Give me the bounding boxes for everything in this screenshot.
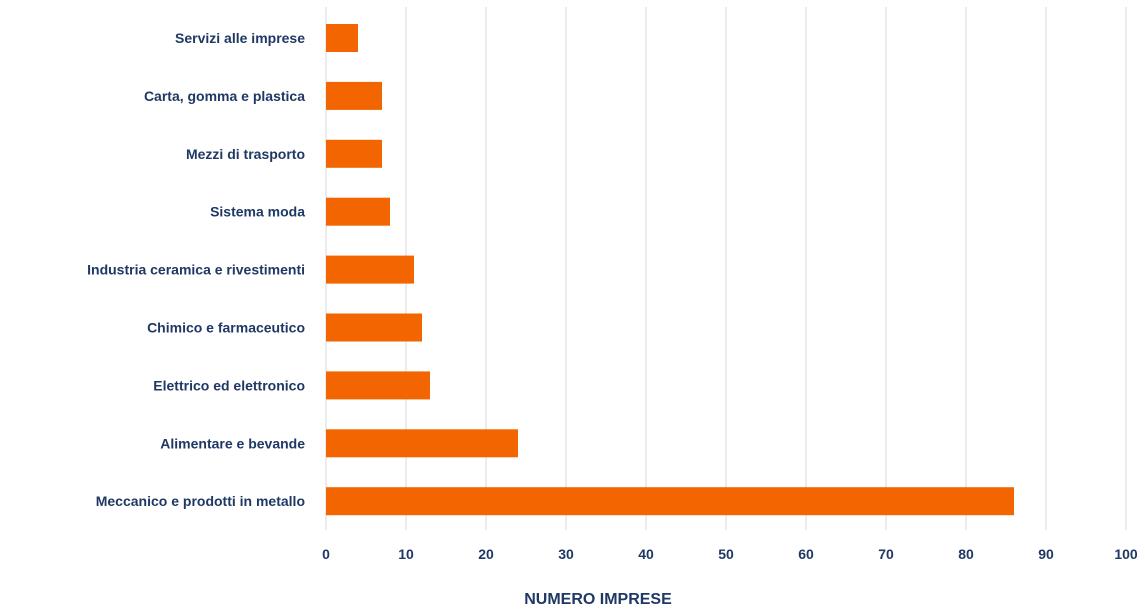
bar: [326, 313, 422, 342]
category-label: Meccanico e prodotti in metallo: [96, 493, 305, 509]
bar: [326, 371, 430, 400]
category-labels: Servizi alle imprese Carta, gomma e plast…: [87, 30, 305, 509]
bar: [326, 429, 518, 458]
category-label: Elettrico ed elettronico: [153, 377, 305, 393]
x-tick-label: 50: [718, 546, 734, 562]
bar: [326, 24, 358, 52]
bar: [326, 81, 382, 110]
x-tick-label: 0: [322, 546, 330, 562]
x-tick-labels: 0 10 20 30 40 50 60 70 80 90 100: [322, 546, 1138, 562]
x-tick-label: 90: [1038, 546, 1054, 562]
bar: [326, 139, 382, 168]
category-label: Carta, gomma e plastica: [144, 88, 305, 104]
category-label: Chimico e farmaceutico: [147, 320, 305, 336]
x-tick-label: 40: [638, 546, 654, 562]
x-tick-label: 20: [478, 546, 494, 562]
x-tick-label: 80: [958, 546, 974, 562]
x-tick-label: 70: [878, 546, 894, 562]
x-tick-label: 10: [398, 546, 414, 562]
bar: [326, 487, 1014, 516]
x-axis-title: NUMERO IMPRESE: [524, 591, 672, 608]
category-label: Mezzi di trasporto: [186, 146, 305, 162]
category-label: Industria ceramica e rivestimenti: [87, 262, 305, 278]
x-tick-label: 30: [558, 546, 574, 562]
category-label: Alimentare e bevande: [160, 435, 305, 451]
bar: [326, 197, 390, 226]
bar: [326, 255, 414, 284]
category-label: Servizi alle imprese: [175, 30, 305, 46]
bars: [326, 24, 1014, 516]
x-tick-label: 100: [1114, 546, 1138, 562]
category-label: Sistema moda: [210, 204, 305, 220]
gridlines: [325, 7, 1127, 530]
x-tick-label: 60: [798, 546, 814, 562]
